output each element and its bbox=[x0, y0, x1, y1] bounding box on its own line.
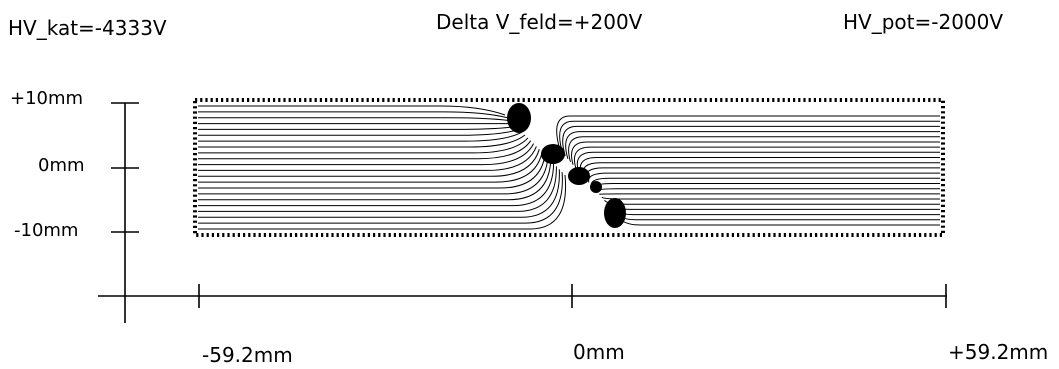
field-line-right bbox=[582, 162, 940, 177]
electrode-lower bbox=[604, 198, 626, 228]
field-line-right bbox=[556, 115, 940, 151]
field-line-right bbox=[562, 125, 940, 157]
field-line-right bbox=[609, 205, 940, 216]
field-line-right bbox=[596, 188, 940, 192]
electrode-middle-2 bbox=[568, 167, 590, 185]
electrode-middle-3 bbox=[590, 181, 602, 193]
field-line-left bbox=[198, 125, 517, 130]
field-line-right bbox=[573, 146, 940, 168]
x-tick-label-middle: 0mm bbox=[573, 340, 625, 364]
x-tick-label-left: -59.2mm bbox=[202, 343, 293, 367]
field-line-right bbox=[571, 141, 940, 165]
field-line-left bbox=[198, 111, 509, 119]
field-line-left bbox=[198, 163, 555, 207]
field-line-left bbox=[198, 172, 563, 224]
field-line-right bbox=[579, 157, 940, 174]
field-line-left bbox=[198, 149, 540, 177]
y-tick-label-middle: 0mm bbox=[38, 155, 85, 176]
hv-kat-label: HV_kat=-4333V bbox=[8, 16, 167, 40]
field-line-left bbox=[198, 131, 523, 142]
field-line-right bbox=[601, 196, 940, 200]
field-line-left bbox=[198, 174, 567, 230]
delta-v-label: Delta V_feld=+200V bbox=[436, 10, 643, 34]
hv-pot-label: HV_pot=-2000V bbox=[843, 10, 1004, 34]
field-line-left bbox=[198, 134, 526, 148]
field-line-left bbox=[198, 137, 529, 154]
field-line-left bbox=[198, 154, 546, 189]
y-tick-label-bottom: -10mm bbox=[14, 220, 79, 241]
field-line-left bbox=[198, 157, 549, 195]
field-line-left bbox=[198, 160, 552, 201]
field-line-right bbox=[590, 177, 940, 186]
field-line-left bbox=[198, 140, 532, 160]
axes bbox=[98, 102, 947, 323]
field-line-left bbox=[198, 146, 537, 171]
field-line-right bbox=[568, 136, 940, 162]
field-line-left bbox=[198, 117, 511, 122]
y-tick-label-top: +10mm bbox=[10, 88, 84, 109]
equipotential-lines bbox=[198, 105, 940, 230]
field-line-right bbox=[604, 199, 940, 205]
field-line-right bbox=[585, 167, 940, 180]
field-line-left bbox=[198, 143, 535, 166]
electrode-middle-1 bbox=[541, 144, 565, 164]
field-line-left bbox=[198, 151, 543, 183]
electrode-upper bbox=[507, 103, 531, 133]
field-line-right bbox=[565, 131, 940, 160]
field-line-right bbox=[614, 211, 940, 226]
field-line-left bbox=[198, 166, 557, 212]
field-line-left bbox=[198, 128, 520, 136]
field-line-right bbox=[593, 183, 940, 189]
field-line-right bbox=[588, 172, 940, 183]
field-line-left bbox=[198, 105, 506, 116]
x-tick-label-right: +59.2mm bbox=[948, 340, 1049, 364]
electrode-blobs bbox=[507, 103, 626, 228]
field-line-left bbox=[198, 169, 560, 218]
